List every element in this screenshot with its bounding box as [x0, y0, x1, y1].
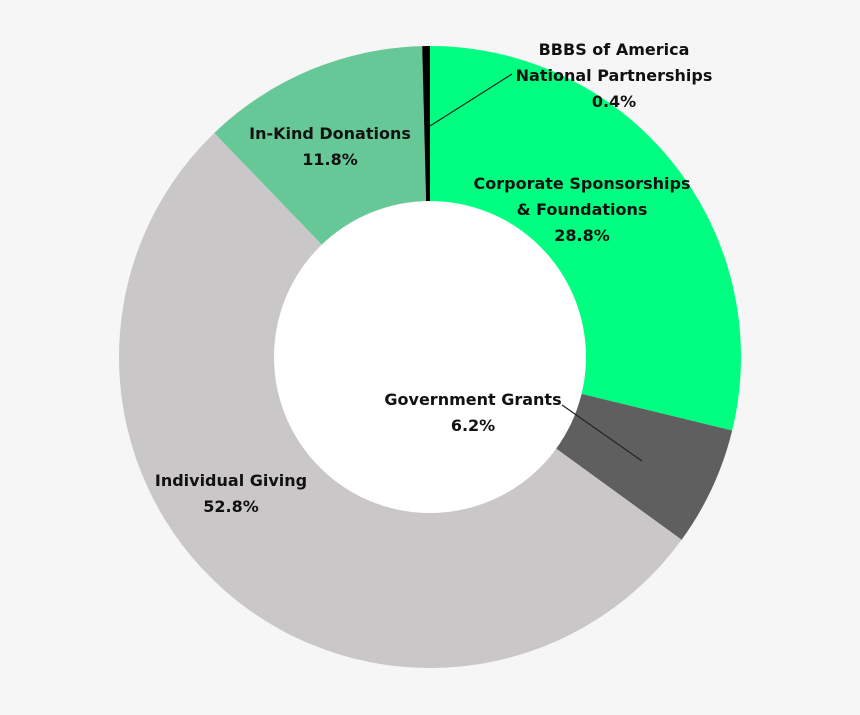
data-label-in-kind: In-Kind Donations 11.8%: [249, 124, 411, 169]
leader-line-bbbs: [429, 73, 513, 127]
donut-hole: [274, 201, 586, 513]
leader-line-government: [561, 404, 643, 462]
data-label-corporate: Corporate Sponsorships & Foundations 28.8%: [474, 174, 691, 245]
data-label-individual: Individual Giving 52.8%: [155, 471, 307, 516]
data-label-bbbs: BBBS of America National Partnerships 0.4%: [516, 40, 713, 111]
data-label-government: Government Grants 6.2%: [384, 390, 561, 435]
